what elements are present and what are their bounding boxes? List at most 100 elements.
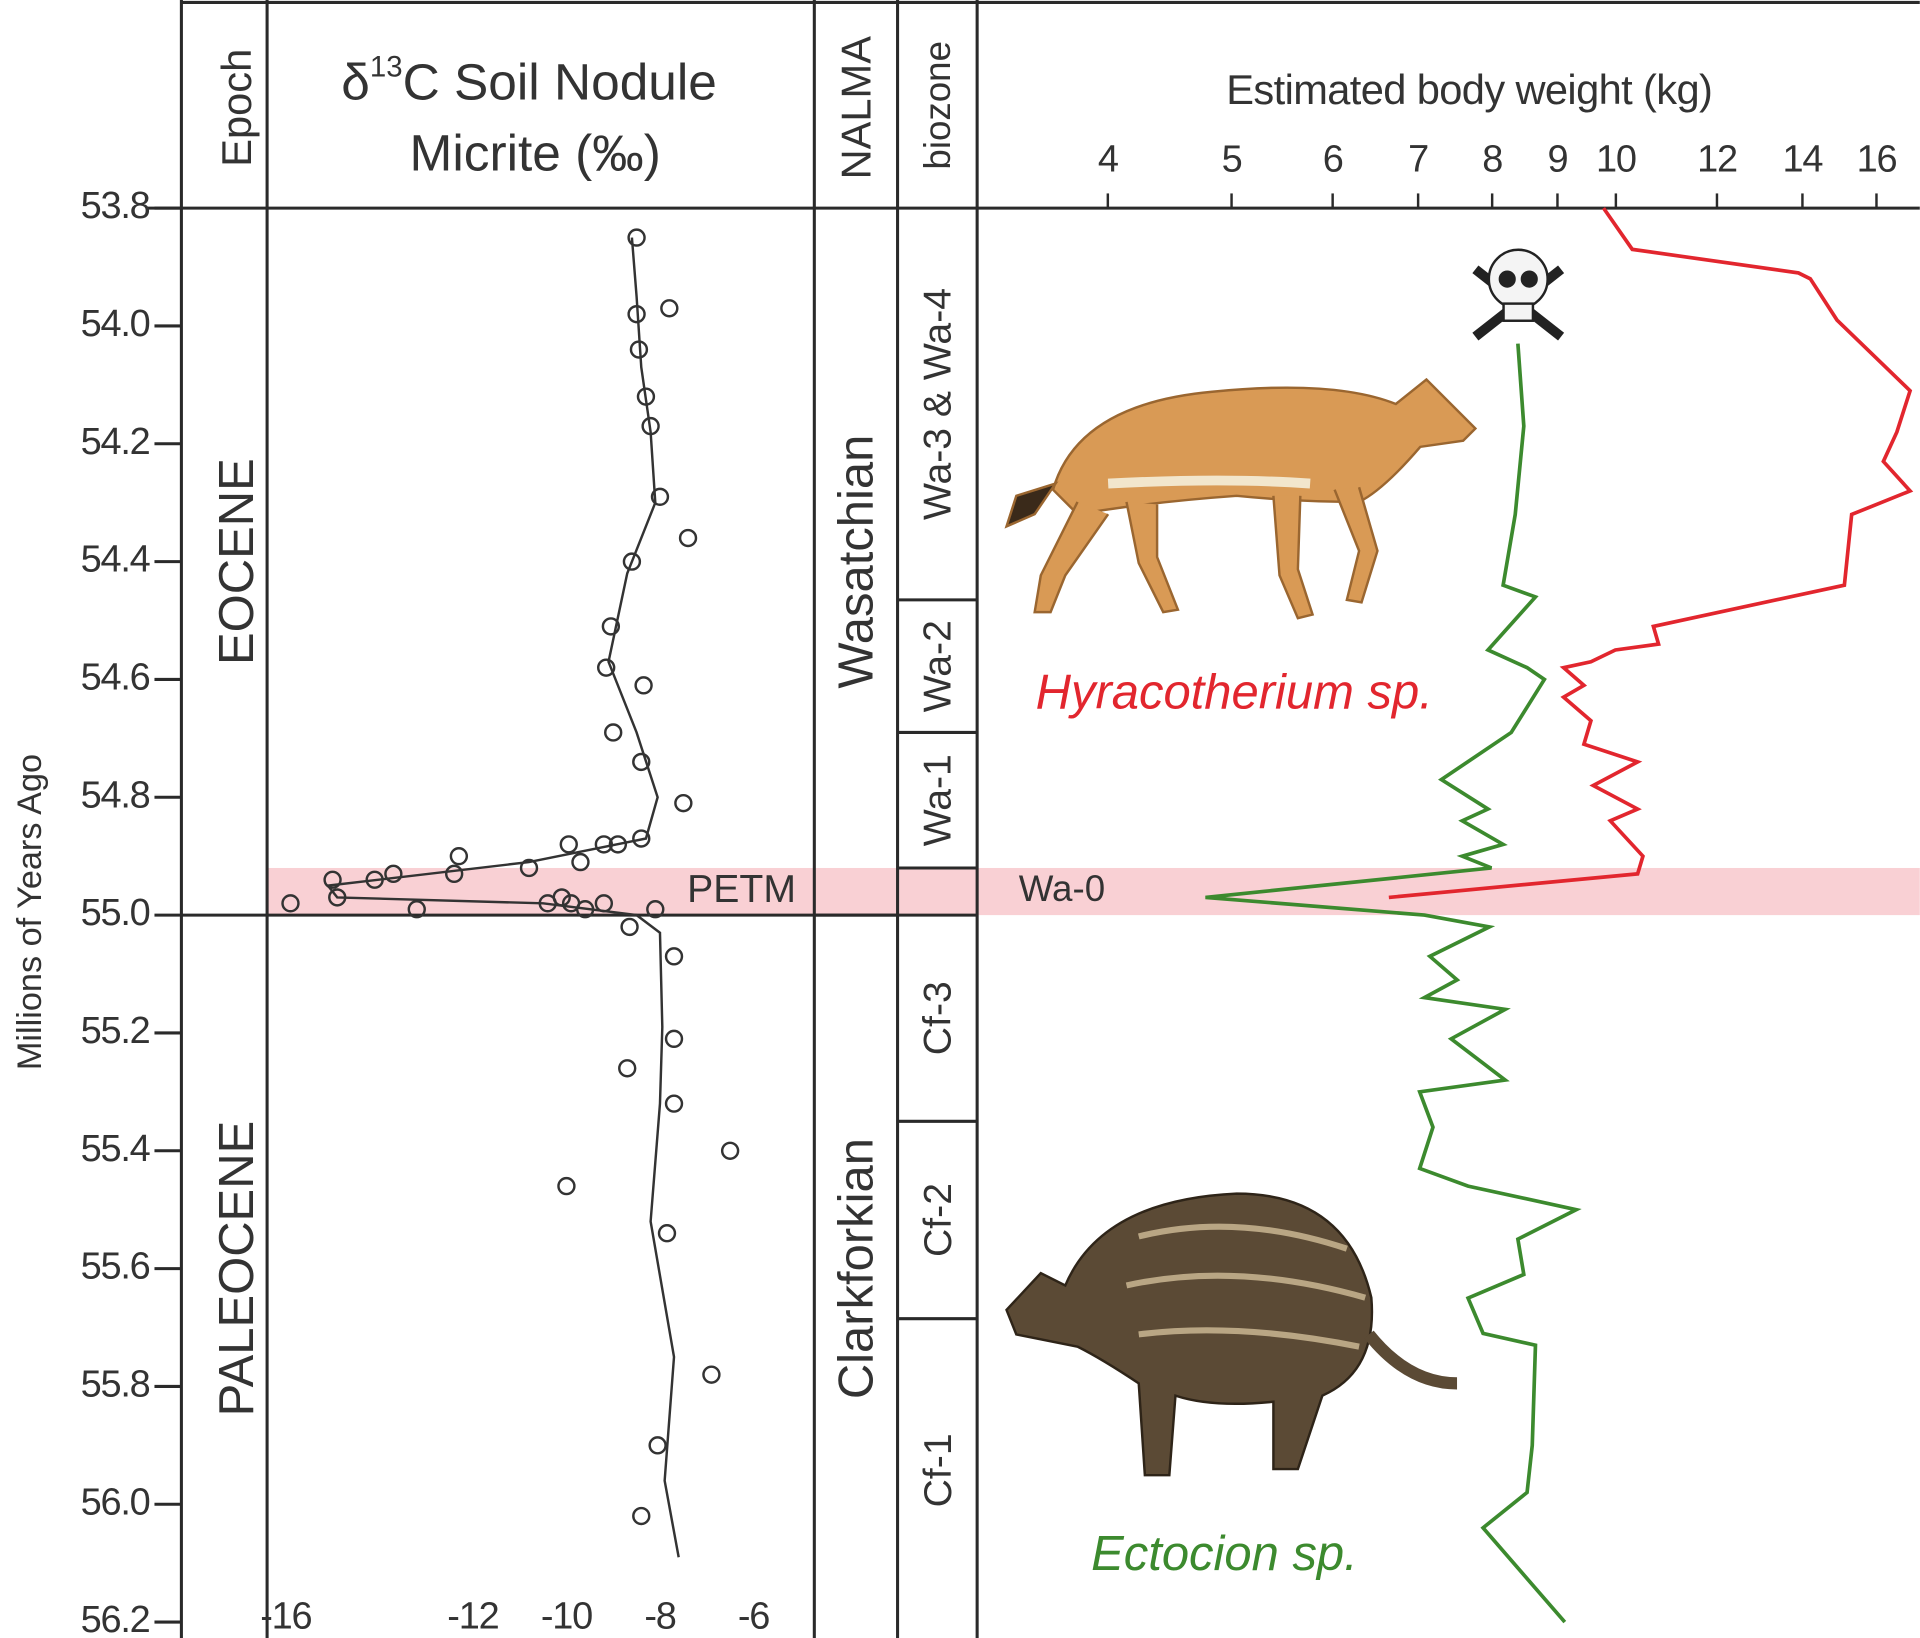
- data-point: [594, 894, 614, 913]
- data-point: [601, 617, 621, 636]
- data-point: [557, 1176, 576, 1196]
- weight-line: [1388, 207, 1914, 900]
- skull: [1487, 248, 1549, 310]
- data-point: [449, 847, 469, 866]
- x-tick-label: 8: [1482, 139, 1502, 181]
- unit-label: Wa-2: [917, 620, 960, 712]
- x-tick-label: 16: [1857, 139, 1897, 181]
- weight-line: [1205, 343, 1582, 1624]
- epoch-header: Epoch: [213, 49, 260, 167]
- data-point: [650, 487, 670, 506]
- unit-label: Clarkforkian: [830, 1138, 884, 1399]
- horse-leg: [1333, 486, 1379, 604]
- x-tick-label: 7: [1408, 139, 1428, 181]
- data-point: [608, 835, 628, 854]
- data-point: [636, 387, 656, 406]
- data-point: [519, 858, 539, 878]
- data-point: [384, 864, 403, 884]
- data-point: [571, 852, 590, 872]
- data-point: [604, 723, 623, 742]
- y-tick-label: 56.2: [81, 1599, 150, 1638]
- y-tick-label: 55.0: [81, 892, 150, 934]
- data-point: [620, 917, 639, 937]
- data-point: [627, 228, 646, 247]
- unit-label: PALEOCENE: [210, 1121, 264, 1417]
- data-point: [632, 752, 651, 772]
- ectocion-stripe: [1125, 1223, 1367, 1350]
- x-tick-label: 5: [1222, 139, 1242, 181]
- title-superscript: 13: [370, 50, 403, 83]
- petm-band: [267, 867, 1920, 916]
- data-point: [627, 304, 646, 324]
- data-point: [664, 947, 684, 966]
- data-point: [552, 888, 571, 907]
- data-point: [664, 1094, 684, 1113]
- data-point: [657, 1224, 677, 1243]
- data-point: [444, 864, 464, 884]
- unit-label: Wasatchian: [830, 435, 884, 689]
- horse-leg: [1125, 501, 1180, 614]
- data-point: [632, 1506, 651, 1526]
- data-point: [407, 900, 426, 919]
- y-tick-label: 56.0: [81, 1481, 150, 1523]
- species-label: Ectocion sp.: [1091, 1527, 1358, 1581]
- data-point: [720, 1141, 740, 1160]
- data-point: [575, 900, 595, 919]
- unit-label: Cf-2: [917, 1183, 960, 1257]
- x-tick-label: -6: [738, 1595, 769, 1637]
- data-point: [702, 1365, 721, 1384]
- background-layer: [267, 867, 1920, 916]
- trend-line: [325, 237, 680, 1558]
- title-line1: C Soil Nodule: [403, 52, 717, 110]
- ectocion-body: [1005, 1192, 1374, 1477]
- x-tick-label: -16: [260, 1595, 311, 1637]
- data-point: [559, 835, 578, 854]
- data-point: [328, 888, 347, 907]
- x-tick-label: -8: [644, 1595, 675, 1637]
- unit-label: Cf-1: [917, 1433, 960, 1507]
- horse-leg: [1033, 501, 1110, 614]
- eye: [1520, 270, 1538, 288]
- title-delta: δ: [341, 52, 370, 110]
- jaw: [1502, 302, 1535, 322]
- data-point: [629, 340, 649, 359]
- horse-body: [1051, 377, 1478, 516]
- x-tick-label: 14: [1783, 139, 1823, 181]
- unit-label: Wa-0: [1019, 868, 1105, 909]
- nalma-header: NALMA: [833, 36, 880, 180]
- data-point: [646, 900, 665, 919]
- y-tick-label: 55.2: [81, 1010, 150, 1052]
- y-tick-label: 54.6: [81, 656, 150, 698]
- horse-tail: [1004, 481, 1059, 529]
- data-point: [674, 793, 693, 813]
- data-point: [641, 416, 660, 436]
- data-point: [648, 1436, 667, 1455]
- frame: [147, 0, 1920, 1638]
- unit-label: Wa-1: [917, 754, 960, 846]
- ectocion-illustration: [1005, 1192, 1458, 1477]
- y-tick-label: 54.4: [81, 539, 150, 581]
- x-tick-label: -12: [447, 1595, 498, 1637]
- data-point: [664, 1029, 684, 1049]
- y-tick-label: 55.4: [81, 1128, 150, 1170]
- isotope-title: δ13C Soil Nodule: [341, 50, 717, 110]
- data-point: [622, 552, 642, 571]
- data-point: [634, 676, 653, 695]
- data-point: [597, 658, 616, 677]
- data-point: [365, 870, 384, 889]
- data-point: [618, 1059, 637, 1078]
- unit-label: Wa-3 & Wa-4: [917, 288, 960, 520]
- y-tick-label: 53.8: [81, 185, 150, 227]
- horse-stripe: [1107, 475, 1311, 489]
- hyracotherium-illustration: [1004, 377, 1478, 620]
- data-point: [632, 829, 651, 848]
- y-tick-label: 54.0: [81, 303, 150, 345]
- extinction-skull-icon: [1472, 248, 1565, 341]
- x-tick-label: 6: [1323, 139, 1343, 181]
- y-tick-label: 55.8: [81, 1363, 150, 1405]
- y-tick-label: 54.8: [81, 774, 150, 816]
- horse-leg: [1272, 495, 1315, 620]
- body-weight-title: Estimated body weight (kg): [1226, 66, 1712, 113]
